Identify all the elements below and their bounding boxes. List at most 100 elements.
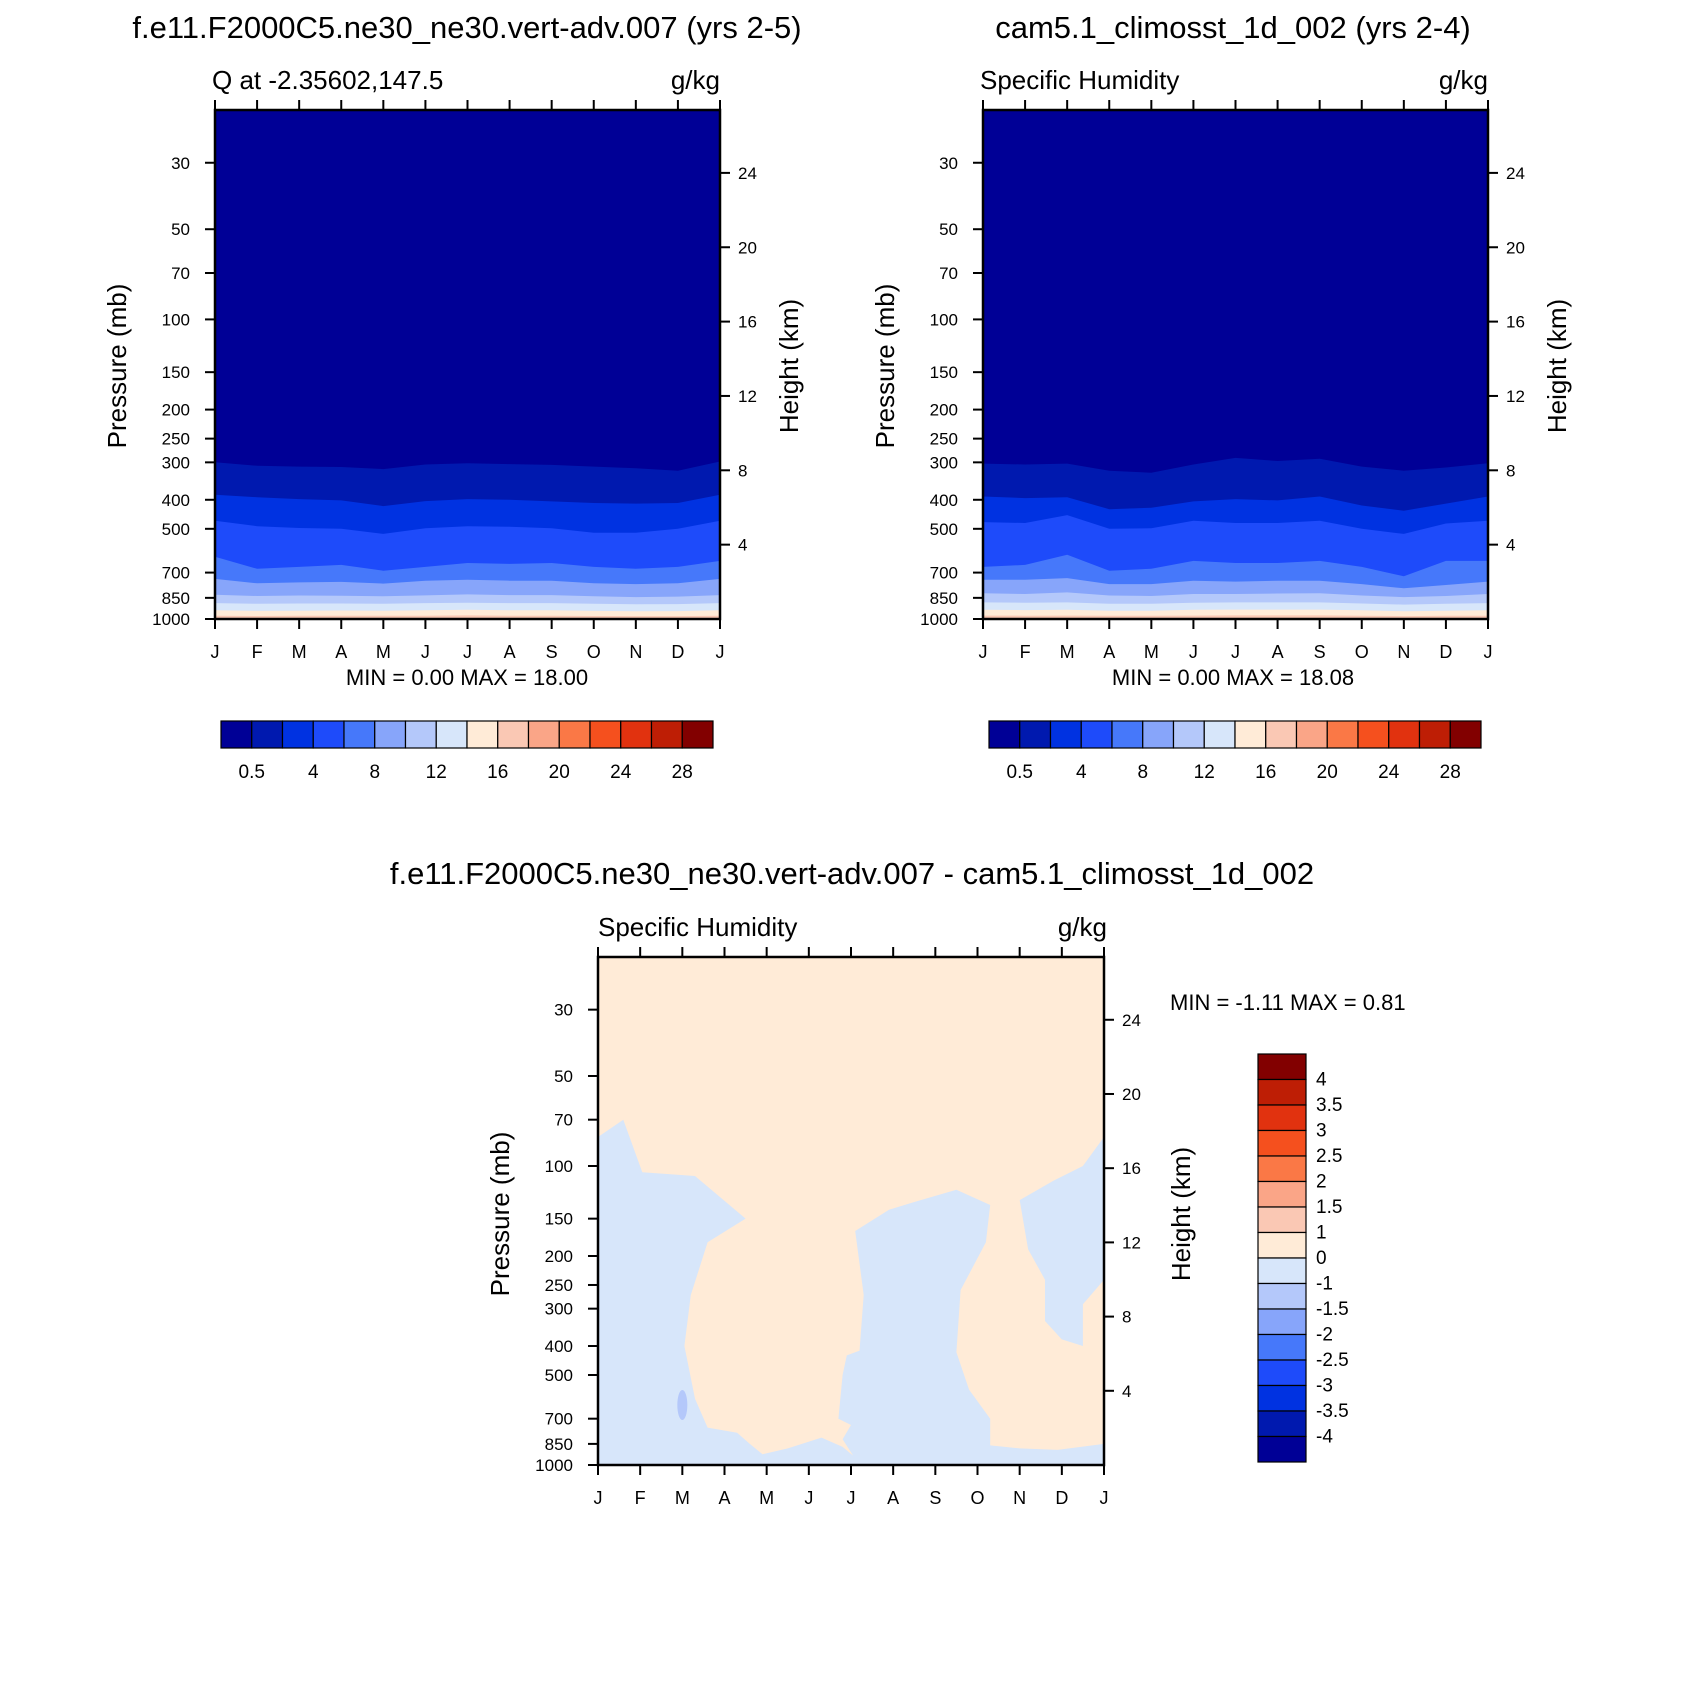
colorbar-2-box-8: [1257, 1257, 1307, 1285]
panel-model1-title: f.e11.F2000C5.ne30_ne30.vert-adv.007 (yr…: [132, 10, 801, 45]
panel-difference-ytick-right-label-1: 20: [1122, 1085, 1141, 1104]
colorbar-0-box-5: [374, 720, 407, 749]
colorbar-2-box-13: [1257, 1384, 1307, 1412]
panel-1-fill: [983, 110, 1488, 619]
panel-model1-ylabel: Pressure (mb): [102, 284, 132, 449]
colorbar-1-box-15: [1449, 720, 1482, 749]
panel-model2: cam5.1_climosst_1d_002 (yrs 2-4) Specifi…: [870, 10, 1572, 783]
colorbar-1-box-4: [1111, 720, 1144, 749]
panel-difference-xtick-label-2: M: [675, 1488, 690, 1508]
panel-difference-xtick-label-8: S: [929, 1488, 941, 1508]
panel-difference-xtick-label-9: O: [970, 1488, 984, 1508]
panel-0-ytick-label-2: 70: [171, 264, 190, 283]
colorbar-2-label-13: -3.5: [1316, 1401, 1349, 1422]
panel-1-xtick-label-7: A: [1272, 642, 1284, 662]
colorbar-0-label-5: 20: [549, 762, 570, 783]
colorbar-2-label-14: -4: [1316, 1427, 1333, 1448]
panel-model1-colorbar: 0.5 4 8 12 16 20 24 28: [220, 720, 714, 783]
panel-1-xtick-label-2: M: [1060, 642, 1075, 662]
colorbar-1-label-7: 28: [1440, 762, 1461, 783]
panel-difference-ytick-right-label-3: 12: [1122, 1233, 1141, 1252]
panel-1-ytick-label-8: 400: [930, 491, 958, 510]
colorbar-1-box-12: [1357, 720, 1390, 749]
colorbar-2-box-1: [1257, 1078, 1307, 1106]
panel-model1-ylabel-right: Height (km): [774, 299, 804, 433]
colorbar-1-box-7: [1203, 720, 1236, 749]
panel-0-xtick-label-8: S: [546, 642, 558, 662]
colorbar-2-box-14: [1257, 1410, 1307, 1438]
colorbar-0-box-2: [281, 720, 314, 749]
colorbar-0-box-13: [620, 720, 653, 749]
colorbar-2-label-11: -2.5: [1316, 1350, 1349, 1371]
panel-1-ytick-label-7: 300: [930, 453, 958, 472]
colorbar-0-box-11: [558, 720, 591, 749]
panel-1-xtick-label-9: O: [1355, 642, 1369, 662]
panel-model2-right-string: g/kg: [1439, 65, 1488, 95]
colorbar-2-box-10: [1257, 1308, 1307, 1336]
panel-1-ytick-right-label-3: 12: [1506, 387, 1525, 406]
panel-1-xtick-label-0: J: [979, 642, 988, 662]
colorbar-1-box-14: [1418, 720, 1451, 749]
panel-0-ytick-label-11: 850: [162, 589, 190, 608]
colorbar-2-box-6: [1257, 1206, 1307, 1234]
panel-difference-xtick-label-11: D: [1055, 1488, 1068, 1508]
colorbar-0-label-4: 16: [487, 762, 508, 783]
panel-difference-ytick-label-5: 200: [545, 1247, 573, 1266]
panel-difference-fill: [598, 957, 1104, 1465]
panel-difference-ytick-label-12: 1000: [535, 1456, 573, 1475]
colorbar-2-box-9: [1257, 1282, 1307, 1310]
panel-0-ytick-right-label-3: 12: [738, 387, 757, 406]
panel-0-xtick-label-6: J: [463, 642, 472, 662]
panel-difference-xtick-label-7: A: [887, 1488, 899, 1508]
panel-difference-minmax: MIN = -1.11 MAX = 0.81: [1170, 990, 1406, 1015]
panel-0-xtick-label-4: M: [376, 642, 391, 662]
colorbar-2-box-5: [1257, 1180, 1307, 1208]
panel-0-ytick-right-label-5: 4: [738, 536, 747, 555]
colorbar-2-label-0: 4: [1316, 1070, 1327, 1091]
panel-1-xtick-label-6: J: [1231, 642, 1240, 662]
panel-0-ytick-label-4: 150: [162, 363, 190, 382]
colorbar-1-box-10: [1295, 720, 1328, 749]
panel-1-xtick-label-11: D: [1439, 642, 1452, 662]
colorbar-0-box-15: [681, 720, 714, 749]
panel-model2-ylabel: Pressure (mb): [870, 284, 900, 449]
panel-model2-plot: J F M A M J J A S O N D J 30 50 70 100 150 200 250 300 400 500…: [920, 100, 1525, 662]
colorbar-1-box-6: [1172, 720, 1205, 749]
colorbar-1-label-6: 24: [1378, 762, 1400, 783]
panel-1-ytick-right-label-5: 4: [1506, 536, 1515, 555]
panel-model1-minmax: MIN = 0.00 MAX = 18.00: [346, 665, 588, 690]
panel-1-xtick-label-1: F: [1020, 642, 1031, 662]
colorbar-1-box-11: [1326, 720, 1359, 749]
colorbar-2-label-8: -1: [1316, 1274, 1333, 1295]
panel-1-ytick-label-11: 850: [930, 589, 958, 608]
colorbar-2-box-3: [1257, 1129, 1307, 1157]
panel-1-ytick-label-10: 700: [930, 564, 958, 583]
panel-0-ytick-right-label-4: 8: [738, 461, 747, 480]
panel-difference-colorbar: 4 3.5 3 2.5 2 1.5 1 0 -1 -1.5 -2 -2.5 -3 -3.5 -4: [1257, 1053, 1349, 1463]
panel-1-ytick-right-label-4: 8: [1506, 461, 1515, 480]
panel-model2-minmax: MIN = 0.00 MAX = 18.08: [1112, 665, 1354, 690]
colorbar-1-box-2: [1049, 720, 1082, 749]
panel-model1: f.e11.F2000C5.ne30_ne30.vert-adv.007 (yr…: [102, 10, 804, 783]
panel-0-xtick-label-12: J: [716, 642, 725, 662]
colorbar-0-label-2: 8: [369, 762, 380, 783]
panel-difference-ytick-label-6: 250: [545, 1276, 573, 1295]
panel-1-xtick-label-4: M: [1144, 642, 1159, 662]
panel-difference-ytick-right-label-5: 4: [1122, 1382, 1131, 1401]
colorbar-2-box-0: [1257, 1053, 1307, 1081]
colorbar-0-box-12: [589, 720, 622, 749]
panel-1-ytick-right-label-2: 16: [1506, 313, 1525, 332]
colorbar-0-box-7: [435, 720, 468, 749]
colorbar-0-box-10: [527, 720, 560, 749]
colorbar-0-box-3: [312, 720, 345, 749]
panel-0-ytick-label-6: 250: [162, 430, 190, 449]
colorbar-2-label-12: -3: [1316, 1376, 1333, 1397]
panel-difference-title: f.e11.F2000C5.ne30_ne30.vert-adv.007 - c…: [390, 856, 1314, 891]
panel-difference-xtick-label-4: M: [759, 1488, 774, 1508]
panel-0-ytick-right-label-1: 20: [738, 238, 757, 257]
panel-difference-ytick-label-2: 70: [554, 1111, 573, 1130]
colorbar-2-label-7: 0: [1316, 1248, 1327, 1269]
panel-difference-ytick-right-label-4: 8: [1122, 1308, 1131, 1327]
panel-difference-xtick-label-0: J: [594, 1488, 603, 1508]
panel-0-xtick-label-0: J: [211, 642, 220, 662]
